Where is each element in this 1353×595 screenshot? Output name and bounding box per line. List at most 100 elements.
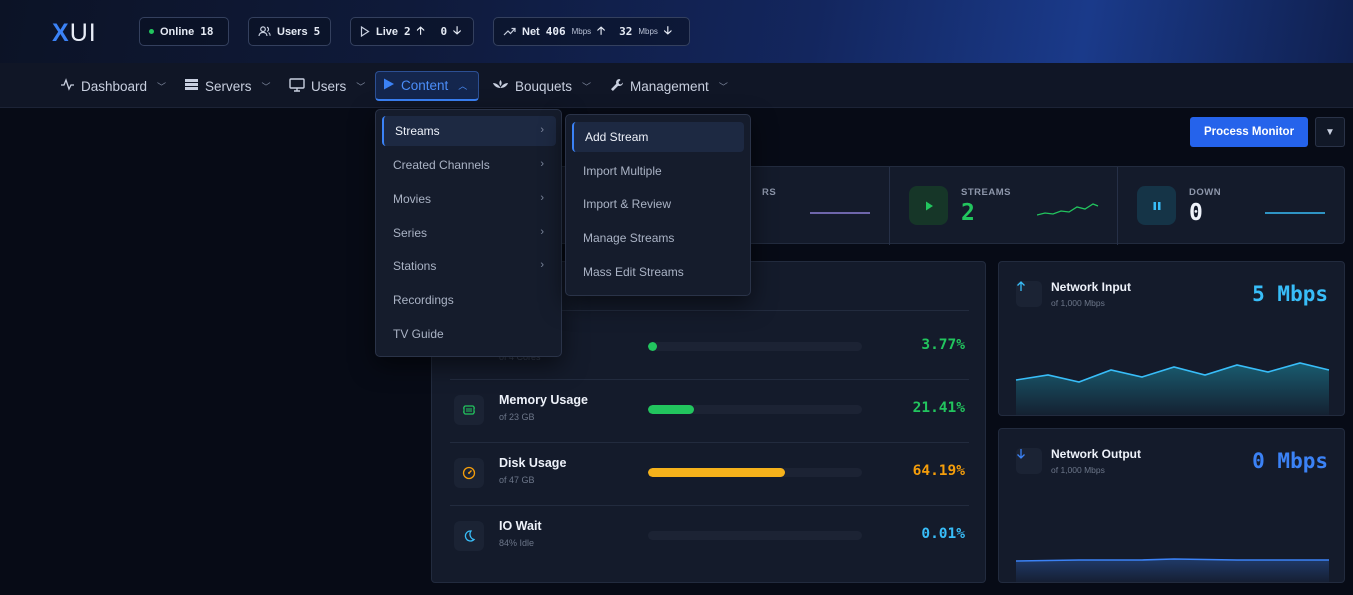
submenu-item-manage-streams[interactable]: Manage Streams	[572, 223, 744, 253]
chevron-right-icon: ›	[540, 259, 544, 271]
nav-servers[interactable]: Servers ﹀	[178, 71, 277, 101]
menu-item-label: Movies	[393, 192, 432, 206]
content-dropdown-menu: Streams › Created Channels › Movies › Se…	[375, 109, 562, 357]
menu-item-label: Series	[393, 226, 428, 240]
online-status-pill[interactable]: Online 18	[139, 17, 229, 46]
network-output-chart	[1015, 558, 1329, 582]
submenu-item-label: Manage Streams	[583, 231, 675, 245]
users-label: Users	[277, 25, 308, 38]
menu-item-created-channels[interactable]: Created Channels ›	[382, 150, 556, 180]
disk-name: Disk Usage	[499, 456, 567, 470]
chevron-down-icon: ﹀	[718, 81, 728, 92]
net-out-unit: Mbps	[638, 27, 658, 36]
menu-item-recordings[interactable]: Recordings	[382, 285, 556, 315]
menu-item-streams[interactable]: Streams ›	[382, 116, 556, 146]
disk-progress-fill	[648, 468, 786, 477]
streams-play-icon	[909, 186, 948, 225]
stat-down-value: 0	[1189, 200, 1203, 226]
live-status-pill[interactable]: Live 2 🡡 0 🡣	[350, 17, 474, 46]
streams-submenu: Add Stream Import Multiple Import & Revi…	[565, 114, 751, 296]
disk-gauge-icon	[454, 458, 484, 488]
network-input-sub: of 1,000 Mbps	[1051, 298, 1105, 308]
stat-divider	[1117, 167, 1118, 245]
stat-divider	[889, 167, 890, 245]
nav-dashboard[interactable]: Dashboard ﹀	[54, 71, 172, 101]
divider	[450, 442, 969, 443]
cpu-sub: of 4 Cores	[499, 352, 541, 362]
menu-item-tv-guide[interactable]: TV Guide	[382, 319, 556, 349]
stat-streams-value: 2	[961, 200, 975, 226]
network-input-panel: Network Input of 1,000 Mbps 5 Mbps	[998, 261, 1345, 416]
net-in-value: 406	[545, 25, 566, 38]
io-percent: 0.01%	[921, 526, 965, 542]
nav-management[interactable]: Management ﹀	[604, 71, 734, 101]
app-logo[interactable]: XUI	[52, 19, 97, 47]
cpu-progress-track	[648, 342, 862, 351]
process-monitor-dropdown-toggle[interactable]: ▼	[1315, 117, 1345, 147]
online-label: Online	[160, 25, 195, 38]
server-icon	[184, 78, 199, 94]
submenu-item-add-stream[interactable]: Add Stream	[572, 122, 744, 152]
play-icon	[360, 26, 370, 37]
arrow-down-icon: 🡣	[453, 25, 462, 37]
submenu-item-import-multiple[interactable]: Import Multiple	[572, 156, 744, 186]
users-status-pill[interactable]: Users 5	[248, 17, 331, 46]
memory-sub: of 23 GB	[499, 412, 535, 422]
top-bar: XUI Online 18 Users 5 Live 2 🡡 0 🡣 Net 4…	[0, 0, 1353, 63]
stat-partial: RS	[662, 167, 890, 245]
divider	[450, 505, 969, 506]
stat-partial-label: RS	[762, 187, 777, 198]
nav-content[interactable]: Content ︿	[375, 71, 479, 101]
io-row: IO Wait 84% Idle 0.01%	[450, 505, 969, 567]
disk-progress-track	[648, 468, 862, 477]
nav-dashboard-label: Dashboard	[81, 78, 148, 94]
chevron-down-icon: ﹀	[157, 81, 167, 92]
memory-row: Memory Usage of 23 GB 21.41%	[450, 379, 969, 441]
network-output-title: Network Output	[1051, 447, 1141, 461]
network-output-value: 0 Mbps	[1252, 449, 1328, 473]
menu-item-label: Streams	[395, 124, 440, 138]
chevron-down-icon: ﹀	[582, 81, 592, 92]
nav-users-label: Users	[311, 78, 347, 94]
submenu-item-import-review[interactable]: Import & Review	[572, 189, 744, 219]
nav-content-label: Content	[401, 78, 449, 93]
arrow-up-icon: 🡡	[597, 25, 606, 37]
chip-icon	[454, 395, 484, 425]
network-output-sub: of 1,000 Mbps	[1051, 465, 1105, 475]
nav-users[interactable]: Users ﹀	[283, 71, 371, 101]
bouquet-icon	[492, 78, 509, 94]
live-up-count: 2	[404, 25, 411, 38]
network-input-title: Network Input	[1051, 280, 1131, 294]
submenu-item-label: Add Stream	[585, 130, 649, 144]
net-status-pill[interactable]: Net 406 Mbps 🡡 32 Mbps 🡣	[493, 17, 690, 46]
submenu-item-label: Mass Edit Streams	[583, 265, 684, 279]
io-name: IO Wait	[499, 519, 542, 533]
live-label: Live	[376, 25, 399, 38]
submenu-item-mass-edit-streams[interactable]: Mass Edit Streams	[572, 257, 744, 287]
arrow-down-icon: 🡣	[663, 25, 672, 37]
trend-up-icon	[503, 27, 516, 36]
stat-down: DOWN 0	[1117, 167, 1345, 245]
network-output-panel: Network Output of 1,000 Mbps 0 Mbps	[998, 428, 1345, 583]
submenu-item-label: Import & Review	[583, 197, 672, 211]
net-label: Net	[522, 25, 540, 38]
menu-item-series[interactable]: Series ›	[382, 218, 556, 248]
menu-item-stations[interactable]: Stations ›	[382, 251, 556, 281]
online-count: 18	[200, 25, 214, 38]
memory-name: Memory Usage	[499, 393, 588, 407]
arrow-up-icon	[1016, 281, 1042, 307]
divider	[450, 379, 969, 380]
menu-item-movies[interactable]: Movies ›	[382, 184, 556, 214]
net-in-unit: Mbps	[571, 27, 592, 36]
menu-item-label: TV Guide	[393, 327, 444, 341]
monitor-icon	[289, 77, 305, 95]
stat-streams-label: STREAMS	[961, 187, 1011, 198]
nav-management-label: Management	[630, 78, 709, 94]
chevron-up-icon: ︿	[458, 81, 468, 91]
disk-percent: 64.19%	[912, 463, 965, 479]
process-monitor-button[interactable]: Process Monitor	[1190, 117, 1308, 147]
stat-streams: STREAMS 2	[889, 167, 1117, 245]
chevron-down-icon: ﹀	[261, 81, 271, 92]
nav-bouquets[interactable]: Bouquets ﹀	[486, 71, 597, 101]
live-down-count: 0	[440, 25, 448, 38]
